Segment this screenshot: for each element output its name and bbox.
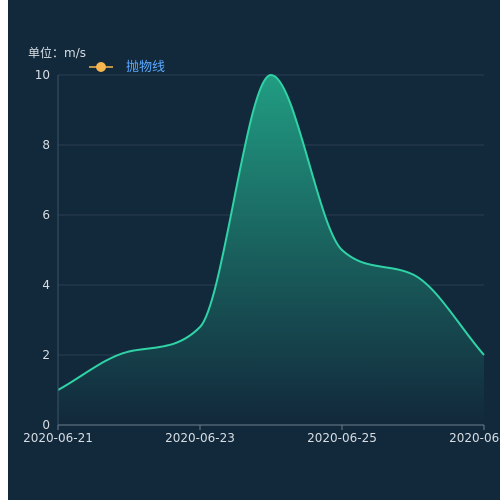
x-tick-label: 2020-06-25 [307,431,377,445]
series-area-fill [58,75,484,425]
series-line [57,73,485,391]
area-chart: 0 2 4 6 8 10 2020-06-21 2020-06-23 2020-06-25 202… [23,45,500,445]
y-axis-unit-label: 单位：m/s [28,45,86,60]
legend[interactable]: 抛物线 [89,60,165,75]
y-tick-label: 8 [42,138,50,152]
legend-label[interactable]: 抛物线 [126,60,165,75]
x-tick-label: 2020-06-27 [449,431,500,445]
legend-marker-icon [96,62,106,72]
axes: 0 2 4 6 8 10 2020-06-21 2020-06-23 2020-06-25 202… [23,68,500,445]
x-tick-label: 2020-06-23 [165,431,235,445]
series-area [57,73,485,425]
chart-canvas: 0 2 4 6 8 10 2020-06-21 2020-06-23 2020-06-25 202… [8,0,500,500]
x-tick-label: 2020-06-21 [23,431,93,445]
y-tick-label: 10 [35,68,50,82]
y-tick-label: 0 [42,418,50,432]
y-tick-label: 4 [42,278,50,292]
y-tick-label: 6 [42,208,50,222]
y-tick-label: 2 [42,348,50,362]
